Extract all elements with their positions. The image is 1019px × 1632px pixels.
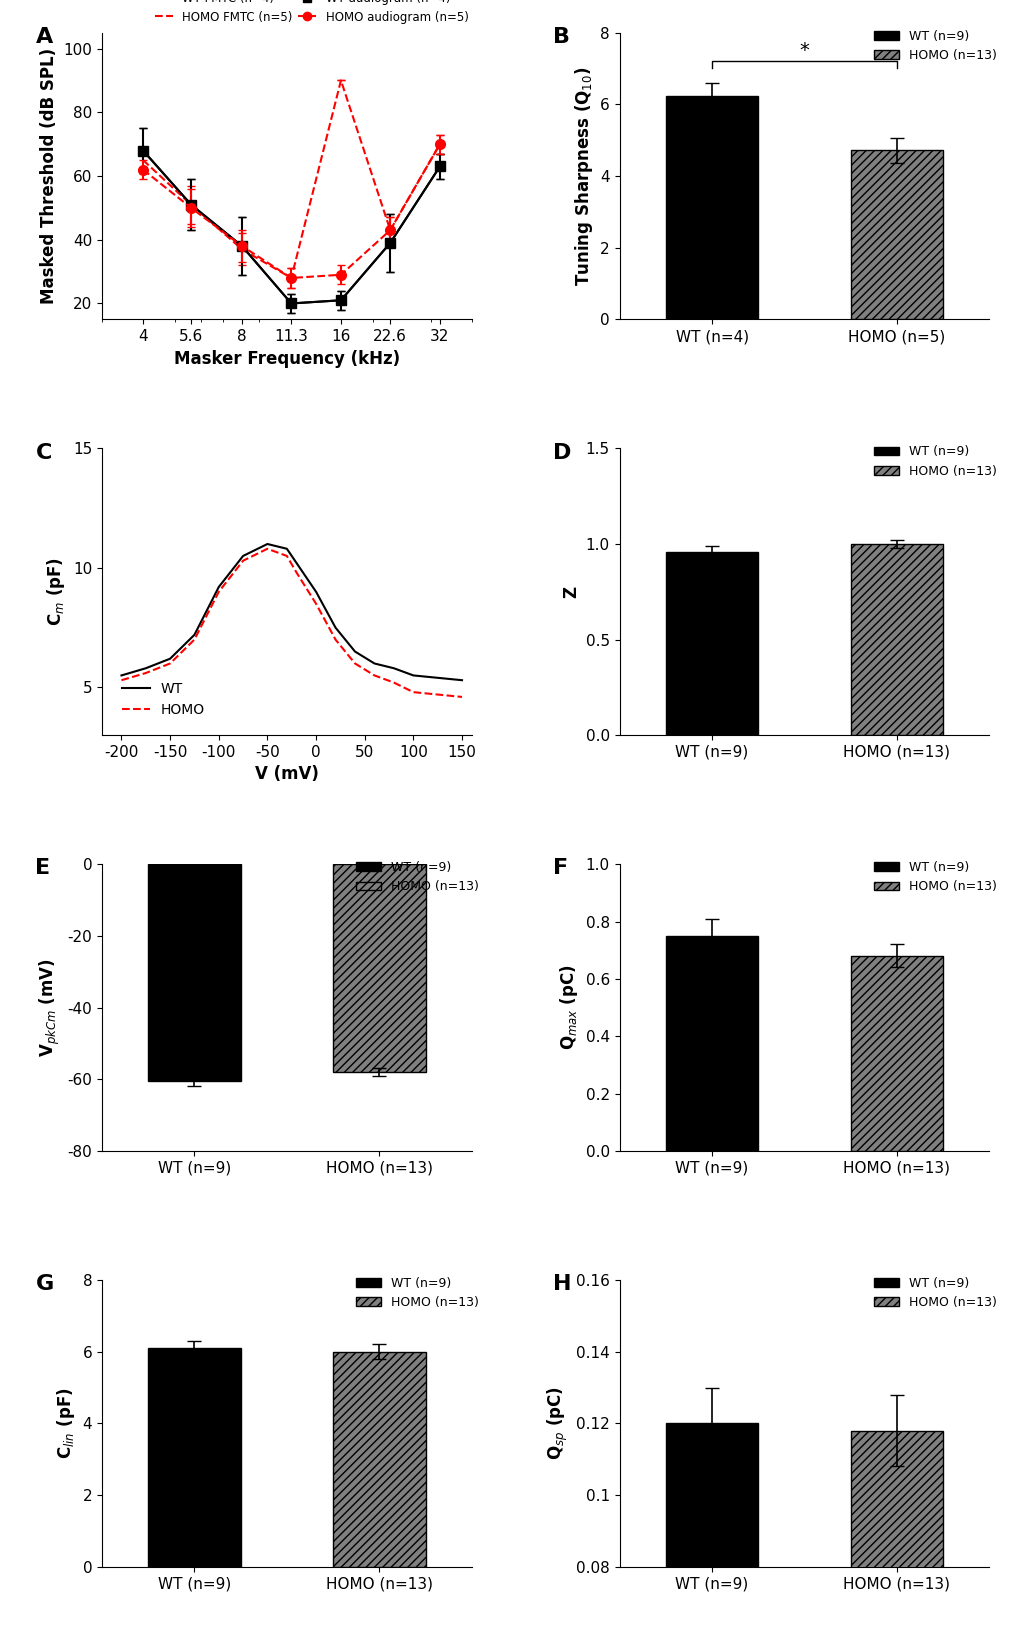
WT [329, 619, 341, 638]
Legend: WT (n=9), HOMO (n=13): WT (n=9), HOMO (n=13) [868, 857, 1001, 898]
Text: *: * [799, 41, 809, 59]
HOMO [290, 563, 303, 583]
HOMO [164, 654, 176, 674]
Text: F: F [552, 858, 568, 878]
HOMO [280, 547, 292, 566]
HOMO [236, 552, 249, 571]
Bar [333, 865, 425, 1072]
WT [387, 658, 399, 677]
Y-axis label: V$_{pkCm}$ (mV): V$_{pkCm}$ (mV) [38, 958, 62, 1058]
HOMO [387, 672, 399, 692]
Legend: WT FMTC (n=4), HOMO FMTC (n=5), WT audiogram (n=4), HOMO audiogram (n=5): WT FMTC (n=4), HOMO FMTC (n=5), WT audio… [150, 0, 473, 28]
Bar [850, 543, 943, 734]
WT [290, 553, 303, 573]
HOMO [407, 682, 419, 702]
Y-axis label: C$_m$ (pF): C$_m$ (pF) [46, 557, 67, 627]
HOMO [348, 654, 361, 674]
Bar [665, 552, 757, 734]
Bar [850, 956, 943, 1151]
WT [368, 654, 380, 674]
WT [140, 658, 152, 677]
Text: B: B [552, 26, 570, 47]
Legend: WT (n=9), HOMO (n=13): WT (n=9), HOMO (n=13) [351, 1271, 483, 1314]
WT [407, 666, 419, 685]
Y-axis label: Masked Threshold (dB SPL): Masked Threshold (dB SPL) [40, 47, 58, 304]
Text: E: E [36, 858, 51, 878]
HOMO [115, 671, 127, 690]
Bar [665, 96, 757, 320]
Line: WT: WT [121, 543, 462, 681]
Text: C: C [36, 442, 52, 463]
HOMO [261, 539, 273, 558]
Legend: WT (n=9), HOMO (n=13): WT (n=9), HOMO (n=13) [868, 1271, 1001, 1314]
Bar [148, 1348, 240, 1567]
WT [115, 666, 127, 685]
Bar [665, 1423, 757, 1632]
WT [280, 539, 292, 558]
Bar [665, 935, 757, 1151]
HOMO [368, 666, 380, 685]
Bar [333, 1351, 425, 1567]
HOMO [431, 685, 443, 705]
WT [261, 534, 273, 553]
Text: H: H [552, 1275, 571, 1294]
HOMO [189, 630, 201, 650]
HOMO [329, 630, 341, 650]
WT [164, 650, 176, 669]
WT [431, 667, 443, 687]
Y-axis label: C$_{lin}$ (pF): C$_{lin}$ (pF) [55, 1387, 76, 1459]
Y-axis label: Tuning Sharpness (Q$_{10}$): Tuning Sharpness (Q$_{10}$) [572, 67, 594, 286]
WT [236, 547, 249, 566]
WT [189, 625, 201, 645]
HOMO [455, 687, 468, 707]
X-axis label: V (mV): V (mV) [255, 765, 319, 783]
Legend: WT (n=9), HOMO (n=13): WT (n=9), HOMO (n=13) [868, 24, 1001, 67]
Y-axis label: Q$_{max}$ (pC): Q$_{max}$ (pC) [557, 965, 580, 1051]
Line: HOMO: HOMO [121, 548, 462, 697]
Y-axis label: Q$_{sp}$ (pC): Q$_{sp}$ (pC) [546, 1387, 570, 1461]
HOMO [140, 663, 152, 682]
Legend: WT (n=9), HOMO (n=13): WT (n=9), HOMO (n=13) [868, 441, 1001, 483]
Bar [148, 865, 240, 1080]
Bar [850, 150, 943, 320]
X-axis label: Masker Frequency (kHz): Masker Frequency (kHz) [173, 349, 399, 367]
Text: A: A [36, 26, 53, 47]
WT [348, 641, 361, 661]
Legend: WT, HOMO: WT, HOMO [116, 676, 210, 723]
Text: D: D [552, 442, 571, 463]
WT [212, 578, 224, 597]
HOMO [310, 594, 322, 614]
Bar [850, 1431, 943, 1632]
WT [455, 671, 468, 690]
HOMO [212, 583, 224, 602]
Legend: WT (n=9), HOMO (n=13): WT (n=9), HOMO (n=13) [351, 857, 483, 898]
WT [310, 583, 322, 602]
Text: G: G [36, 1275, 54, 1294]
Y-axis label: Z: Z [561, 586, 580, 597]
